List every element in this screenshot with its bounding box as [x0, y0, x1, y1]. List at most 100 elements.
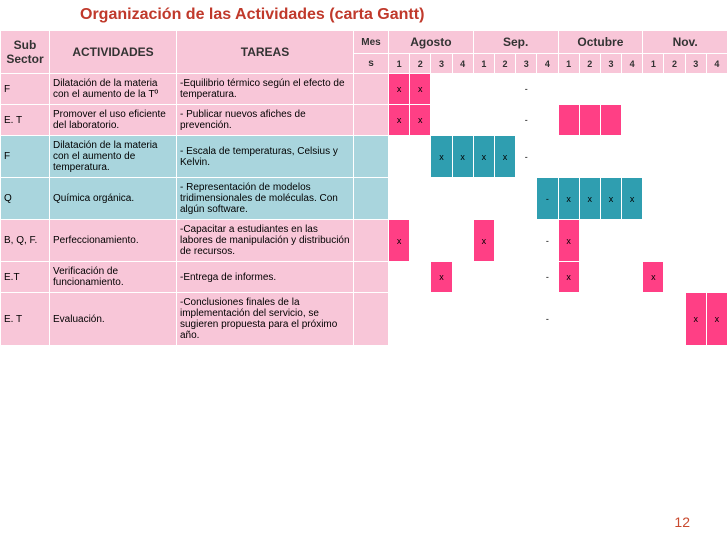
cell-mes [354, 136, 389, 178]
header-week: 1 [558, 54, 579, 74]
gantt-cell [579, 262, 600, 293]
gantt-cell [622, 293, 643, 346]
gantt-cell [494, 262, 515, 293]
table-row: FDilatación de la materia con el aumento… [1, 74, 728, 105]
gantt-cell [452, 220, 473, 262]
gantt-cell [473, 293, 494, 346]
gantt-cell: - [516, 74, 537, 105]
gantt-cell [664, 136, 685, 178]
gantt-cell [622, 262, 643, 293]
header-week: 2 [664, 54, 685, 74]
gantt-cell [600, 220, 621, 262]
gantt-cell [664, 178, 685, 220]
cell-sub: E.T [1, 262, 50, 293]
header-week: 4 [706, 54, 727, 74]
gantt-cell [685, 136, 706, 178]
header-month-agosto: Agosto [389, 31, 474, 54]
gantt-cell: x [410, 105, 431, 136]
table-row: E. TPromover el uso eficiente del labora… [1, 105, 728, 136]
gantt-cell [431, 178, 452, 220]
header-week: 2 [494, 54, 515, 74]
gantt-cell [600, 136, 621, 178]
cell-activity: Promover el uso eficiente del laboratori… [50, 105, 177, 136]
gantt-cell [516, 220, 537, 262]
table-row: E.TVerificación de funcionamiento.-Entre… [1, 262, 728, 293]
gantt-cell [473, 178, 494, 220]
cell-task: -Equilibrio térmico según el efecto de t… [177, 74, 354, 105]
cell-sub: Q [1, 178, 50, 220]
header-week: 4 [452, 54, 473, 74]
gantt-cell [558, 105, 579, 136]
gantt-cell [389, 178, 410, 220]
gantt-cell [600, 74, 621, 105]
cell-task: - Escala de temperaturas, Celsius y Kelv… [177, 136, 354, 178]
gantt-cell [410, 293, 431, 346]
gantt-cell [494, 293, 515, 346]
gantt-cell [685, 178, 706, 220]
cell-mes [354, 220, 389, 262]
gantt-cell: x [643, 262, 664, 293]
gantt-cell [494, 105, 515, 136]
gantt-cell [558, 136, 579, 178]
gantt-cell: - [537, 293, 558, 346]
gantt-cell [643, 74, 664, 105]
cell-activity: Dilatación de la materia con el aumento … [50, 136, 177, 178]
gantt-cell [452, 262, 473, 293]
gantt-cell [473, 105, 494, 136]
gantt-cell [389, 136, 410, 178]
header-mes-top: Mes [354, 31, 389, 54]
gantt-cell [685, 105, 706, 136]
header-sub: Sub Sector [1, 31, 50, 74]
gantt-cell [706, 262, 727, 293]
header-week: 3 [600, 54, 621, 74]
gantt-cell: x [685, 293, 706, 346]
gantt-cell: x [558, 220, 579, 262]
header-week: 4 [537, 54, 558, 74]
gantt-cell: x [494, 136, 515, 178]
gantt-cell [685, 262, 706, 293]
cell-task: -Entrega de informes. [177, 262, 354, 293]
gantt-cell [494, 178, 515, 220]
cell-task: - Publicar nuevos afiches de prevención. [177, 105, 354, 136]
gantt-cell [622, 74, 643, 105]
gantt-cell [706, 105, 727, 136]
gantt-cell: - [516, 136, 537, 178]
header-month-sep: Sep. [473, 31, 558, 54]
table-row: FDilatación de la materia con el aumento… [1, 136, 728, 178]
gantt-cell: x [389, 74, 410, 105]
cell-mes [354, 293, 389, 346]
gantt-cell [516, 262, 537, 293]
table-row: QQuímica orgánica.- Representación de mo… [1, 178, 728, 220]
gantt-cell: x [558, 178, 579, 220]
gantt-cell [579, 220, 600, 262]
gantt-cell [537, 136, 558, 178]
gantt-cell [600, 262, 621, 293]
gantt-table: Sub Sector ACTIVIDADES TAREAS Mes Agosto… [0, 30, 728, 346]
gantt-cell [579, 105, 600, 136]
gantt-cell [706, 136, 727, 178]
gantt-cell [664, 293, 685, 346]
gantt-cell [473, 262, 494, 293]
gantt-cell [452, 74, 473, 105]
header-week: 4 [622, 54, 643, 74]
cell-sub: F [1, 136, 50, 178]
header-mes-sub: s [354, 54, 389, 74]
gantt-cell [685, 220, 706, 262]
gantt-cell: - [537, 178, 558, 220]
table-row: B, Q, F.Perfeccionamiento.-Capacitar a e… [1, 220, 728, 262]
gantt-cell: - [537, 262, 558, 293]
gantt-cell: x [431, 262, 452, 293]
gantt-cell: x [389, 105, 410, 136]
cell-task: - Representación de modelos tridimension… [177, 178, 354, 220]
cell-activity: Verificación de funcionamiento. [50, 262, 177, 293]
gantt-cell [431, 293, 452, 346]
header-week: 2 [579, 54, 600, 74]
gantt-cell [579, 136, 600, 178]
cell-sub: E. T [1, 293, 50, 346]
cell-activity: Evaluación. [50, 293, 177, 346]
gantt-cell: x [473, 220, 494, 262]
header-week: 3 [516, 54, 537, 74]
page-number: 12 [674, 514, 690, 530]
gantt-cell [410, 220, 431, 262]
gantt-cell [643, 220, 664, 262]
